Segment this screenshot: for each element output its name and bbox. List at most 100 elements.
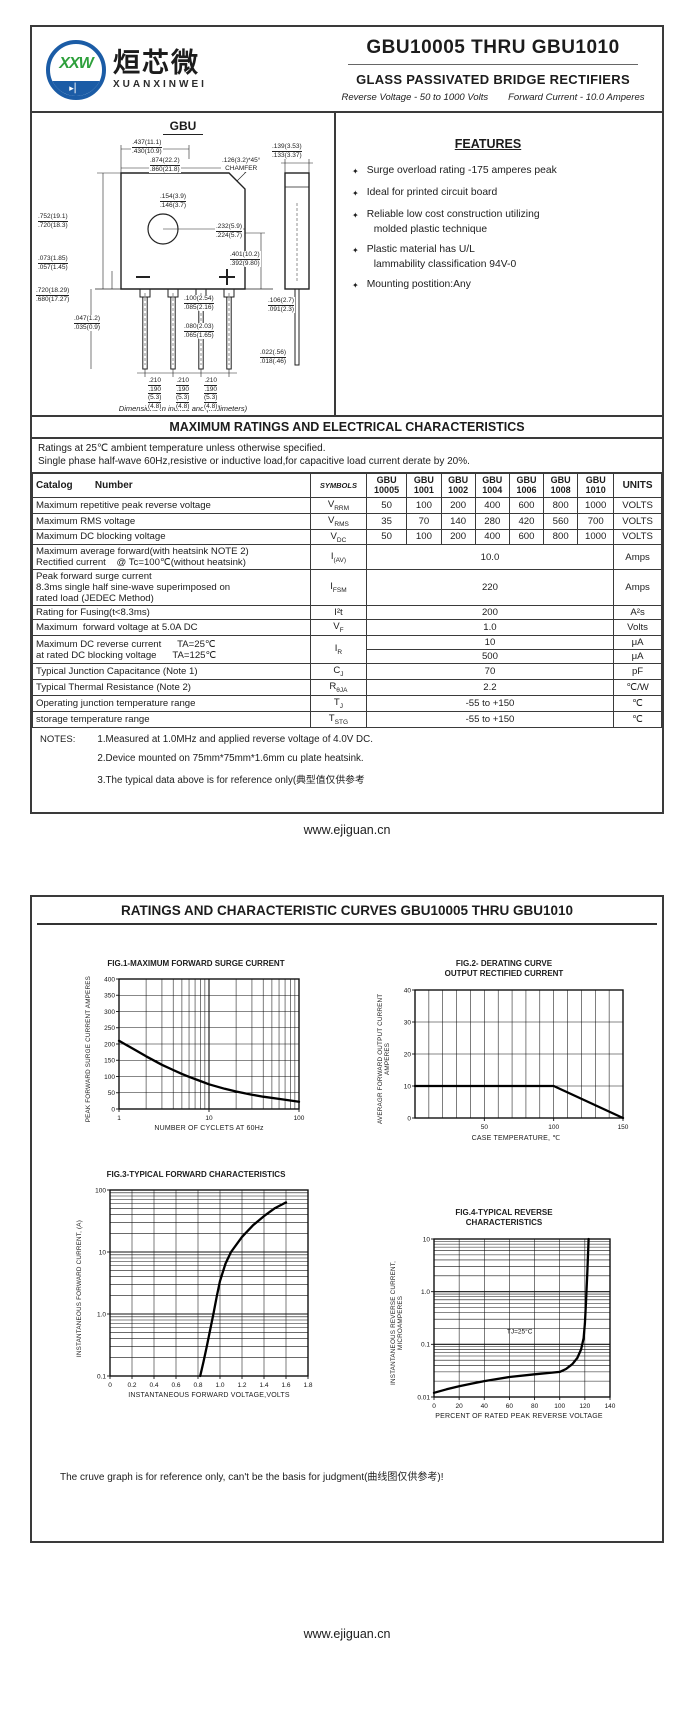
symbol-cell: IFSM [310,569,367,607]
value-cell: 400 [474,496,510,514]
unit-cell: VOLTS [613,512,662,530]
value-cell: 2.2 [365,679,615,697]
diode-symbol-icon: ▸▏ [50,81,102,96]
fig4-title: FIG.4-TYPICAL REVERSE CHARACTERISTICS [455,1207,553,1228]
page-title: GBU10005 THRU GBU1010 [348,37,638,65]
header: XXW ▸▏ 烜芯微 XUANXINWEI GBU10005 THRU GBU1… [32,27,662,111]
dimension-label: .080(2.03) .065(1.65) [183,323,215,339]
value-cell: 500 [365,649,615,665]
dimension-label: .210.190 (5.3) (4.8) [203,377,219,410]
svg-text:0: 0 [408,1115,412,1122]
tagline-reverse-voltage: Reverse Voltage - 50 to 1000 Volts [341,92,489,103]
subtitle: GLASS PASSIVATED BRIDGE RECTIFIERS [356,72,630,87]
column-header-symbols: SYMBOLS [310,473,367,498]
fig1-y-axis-label: PEAK FORWARD SURGE CURRENT AMPERES [85,976,93,1123]
features-list: ✦ Surge overload rating -175 amperes peak… [352,165,654,292]
dimension-label: .720(18.29) .680(17.27) [35,287,71,303]
svg-text:0.6: 0.6 [171,1382,180,1389]
svg-text:0: 0 [432,1403,436,1410]
feature-item: ✦ Surge overload rating -175 amperes peak [352,165,654,178]
brand-logo: XXW ▸▏ 烜芯微 XUANXINWEI [46,40,334,100]
feature-item: ✦ Reliable low cost construction utilizin… [352,209,654,235]
fig3-y-axis-label: INSTANTANEOUS FORWARD CURRENT, (A) [76,1219,84,1357]
column-header-catalog: Catalog Number [31,473,312,498]
svg-text:350: 350 [104,993,115,1000]
dimension-label: .232(5.9) .224(5.7) [215,223,244,239]
unit-cell: Amps [613,544,662,571]
feature-text: Surge overload rating -175 amperes peak [366,165,557,176]
dimension-label: .106(2.7) .091(2.3) [267,297,296,313]
svg-text:40: 40 [404,987,412,994]
brand-name-cn: 烜芯微 [113,48,200,78]
curves-footnote: The cruve graph is for reference only, c… [60,1471,444,1483]
value-cell: 200 [440,528,476,546]
value-cell: 420 [508,512,545,530]
symbol-cell: I²t [310,605,367,621]
website-link-2: www.ejiguan.cn [303,1626,391,1641]
svg-text:60: 60 [506,1403,514,1410]
svg-text:20: 20 [404,1051,412,1058]
svg-text:1.0: 1.0 [97,1311,106,1318]
value-cell: 10.0 [365,544,615,571]
unit-cell: μA [613,649,662,665]
svg-text:1.6: 1.6 [281,1382,290,1389]
column-header-part: GBU 1006 [508,473,545,498]
value-cell: 600 [508,528,545,546]
fig1-title: FIG.1-MAXIMUM FORWARD SURGE CURRENT [107,958,285,968]
value-cell: 280 [474,512,510,530]
dimension-label: .437(11.1) .430(10.9) [131,139,163,155]
value-cell: 100 [406,528,442,546]
fig1-chart: FIG.1-MAXIMUM FORWARD SURGE CURRENT PEAK … [42,959,350,1142]
value-cell: -55 to +150 [365,711,615,728]
symbol-cell: VDC [310,528,367,546]
feature-text: Ideal for printed circuit board [366,187,498,198]
svg-text:0.8: 0.8 [193,1382,202,1389]
fig1-x-axis-label: NUMBER OF CYCLETS AT 60Hz [154,1125,264,1133]
value-cell: 200 [365,605,615,621]
svg-text:10: 10 [404,1083,412,1090]
value-cell: 700 [577,512,615,530]
dimension-label: .139(3.53) .133(3.37) [271,143,303,159]
svg-text:100: 100 [555,1403,566,1410]
svg-text:0: 0 [108,1382,112,1389]
ratings-condition-1: Ratings at 25℃ ambient temperature unles… [38,443,326,454]
dimension-label: .874(22.2) .860(21.8) [149,157,181,173]
value-cell: 400 [474,528,510,546]
dimension-label: .401(10.2) .392(9.80) [229,251,261,267]
table-row: Peak forward surge current 8.3ms single h… [31,569,662,607]
package-drawing-panel: GBU [32,113,336,415]
fig3-plot: 0 0.2 0.4 0.6 0.8 1.0 1.2 1.4 1.6 1.8 100 10 1.0 0.1 [95,1187,313,1389]
curves-banner: RATINGS AND CHARACTERISTIC CURVES GBU100… [37,897,657,925]
param-cell: storage temperature range [31,711,312,728]
svg-text:10: 10 [423,1236,431,1243]
value-cell: 70 [365,663,615,681]
param-cell: Maximum forward voltage at 5.0A DC [31,619,312,637]
unit-cell: pF [613,663,662,681]
fig2-title: FIG.2- DERATING CURVE OUTPUT RECTIFIED CU… [444,958,564,979]
param-cell: Typical Junction Capacitance (Note 1) [31,663,312,681]
value-cell: 560 [543,512,579,530]
svg-text:1.8: 1.8 [303,1382,312,1389]
param-cell: Maximum DC blocking voltage [31,528,312,546]
title-block: GBU10005 THRU GBU1010 GLASS PASSIVATED B… [334,37,652,103]
unit-cell: μA [613,635,662,651]
svg-text:250: 250 [104,1025,115,1032]
svg-text:50: 50 [107,1090,115,1097]
value-cell: 100 [406,496,442,514]
column-header-part: GBU 1001 [406,473,442,498]
feature-bullet-icon: ✦ [352,246,359,255]
tagline-forward-current: Forward Current - 10.0 Amperes [508,92,645,103]
symbol-cell: VRMS [310,512,367,530]
ratings-banner: MAXIMUM RATINGS AND ELECTRICAL CHARACTER… [32,415,662,439]
note-line: 3.The typical data above is for referenc… [97,774,365,786]
dimension-label: .210.190 (5.3) (4.8) [147,377,163,410]
dimension-label: .126(3.2)*45° CHAMFER [221,157,262,172]
svg-text:50: 50 [481,1124,489,1131]
table-row: Maximum forward voltage at 5.0A DC VF 1.0 V… [31,619,662,637]
dimension-label: .100(2.54) .085(2.16) [183,295,215,311]
symbol-cell: IR [310,635,367,665]
brand-name-en: XUANXINWEI [113,79,207,90]
table-row: storage temperature range TSTG -55 to +150… [31,711,662,728]
fig4-annotation: TJ=25°C [507,1327,533,1335]
